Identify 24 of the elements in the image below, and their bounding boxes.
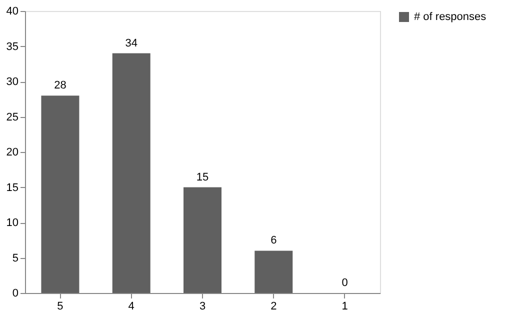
- y-tick-label: 30: [6, 76, 18, 88]
- data-label: 0: [342, 277, 348, 289]
- bar: [184, 187, 222, 293]
- x-tick-label: 4: [128, 300, 134, 312]
- y-tick-label: 10: [6, 217, 18, 229]
- y-tick-label: 35: [6, 40, 18, 53]
- y-tick-label: 15: [6, 182, 18, 194]
- x-tick-label: 1: [342, 300, 348, 312]
- x-tick-label: 5: [57, 300, 64, 312]
- data-label: 6: [270, 234, 277, 247]
- y-tick-label: 25: [6, 111, 18, 124]
- y-tick-label: 40: [6, 6, 18, 18]
- y-tick-label: 0: [12, 288, 18, 300]
- bar: [112, 53, 150, 293]
- data-label: 15: [196, 171, 209, 184]
- x-tick-label: 3: [199, 300, 206, 312]
- y-tick-label: 20: [6, 146, 18, 158]
- data-label: 34: [125, 37, 138, 50]
- legend-label: # of responses: [414, 11, 487, 23]
- bar: [41, 96, 80, 293]
- data-label: 28: [54, 80, 66, 92]
- x-tick-label: 2: [270, 300, 277, 312]
- bar: [254, 250, 293, 293]
- y-tick-label: 5: [12, 252, 18, 264]
